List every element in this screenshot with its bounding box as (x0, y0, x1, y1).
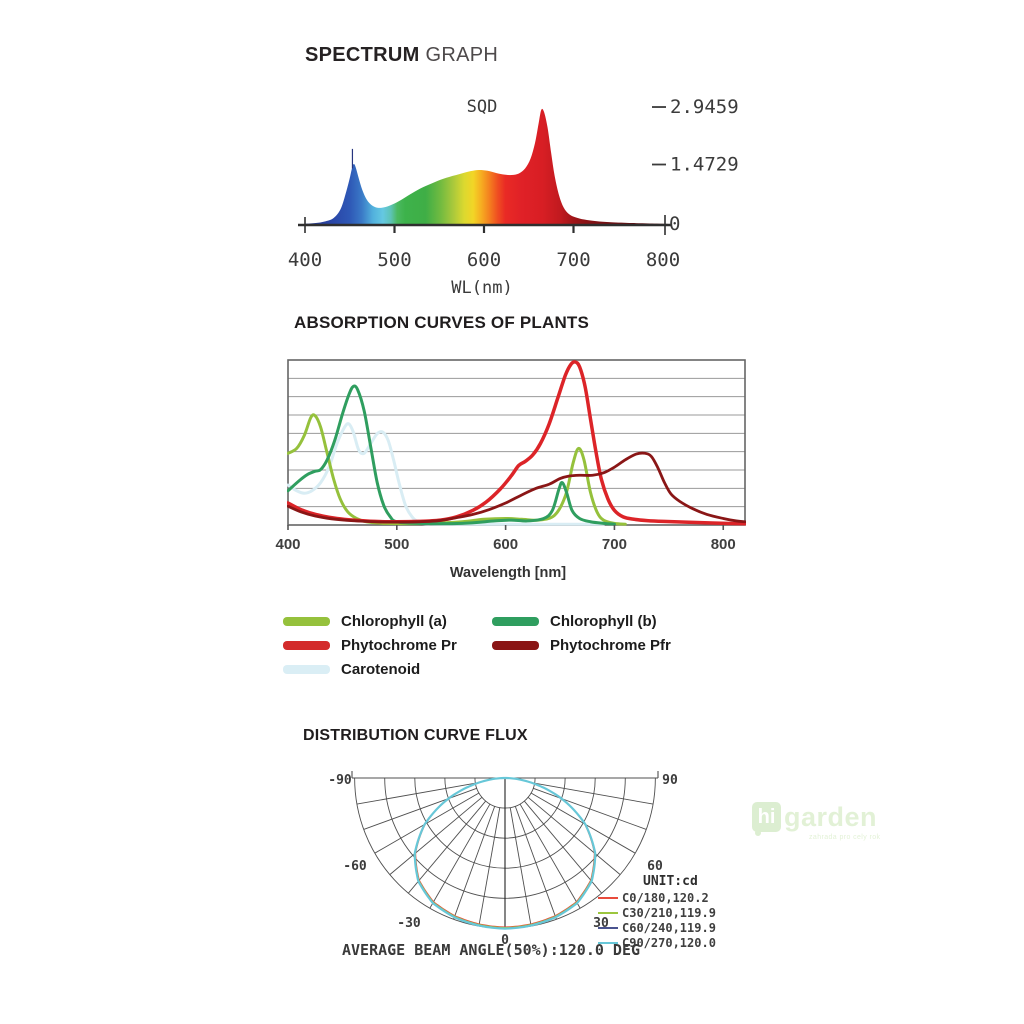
spectrum-title: SPECTRUM GRAPH (305, 44, 498, 67)
svg-text:-90: -90 (328, 773, 352, 788)
legend-row: Carotenoid (283, 657, 701, 681)
unit-label: UNIT:cd (643, 874, 698, 889)
svg-text:2.9459: 2.9459 (670, 96, 739, 118)
absorption-curves-svg: 400 500 600 700 800 Wavelength [nm] (275, 359, 746, 581)
svg-text:Wavelength [nm]: Wavelength [nm] (450, 565, 566, 581)
legend-label-phytochrome-pfr: Phytochrome Pfr (550, 636, 671, 654)
legend-text-c0: C0/180,120.2 (622, 890, 709, 905)
svg-text:700: 700 (556, 249, 590, 271)
svg-text:0: 0 (669, 213, 680, 235)
legend-row: Chlorophyll (a) Chlorophyll (b) (283, 609, 701, 633)
svg-text:60: 60 (647, 859, 663, 874)
svg-text:-30: -30 (397, 916, 421, 931)
svg-text:700: 700 (602, 536, 627, 553)
legend-entry-c30: C30/210,119.9 (598, 905, 716, 920)
svg-text:400: 400 (288, 249, 322, 271)
legend-line-c0 (598, 896, 618, 899)
absorption-legend: Chlorophyll (a) Chlorophyll (b) Phytochr… (283, 609, 701, 681)
legend-label-phytochrome-pr: Phytochrome Pr (341, 636, 457, 654)
spectrum-chart: 400 500 600 700 800 WL(nm) SQD 2.9459 1.4729 0 (280, 88, 750, 303)
distribution-polar-chart: -90 -60 -30 0 30 60 90 (320, 748, 720, 968)
higarden-watermark: hi garden zahrada pro cely rok (752, 802, 880, 841)
svg-text:0: 0 (501, 933, 509, 948)
legend-text-c30: C30/210,119.9 (622, 905, 716, 920)
svg-text:800: 800 (646, 249, 680, 271)
svg-text:90: 90 (662, 773, 678, 788)
legend-entry-c90: C90/270,120.0 (598, 935, 716, 950)
svg-text:-60: -60 (343, 859, 367, 874)
svg-text:600: 600 (493, 536, 518, 553)
brand-logo-icon: hi (752, 802, 781, 832)
legend-swatch-chlorophyll-b (492, 616, 539, 626)
spectrum-title-bold: SPECTRUM (305, 44, 420, 66)
legend-swatch-carotenoid (283, 664, 330, 674)
absorption-title: ABSORPTION CURVES OF PLANTS (294, 313, 590, 332)
brand-name: garden (784, 802, 878, 832)
svg-text:1.4729: 1.4729 (670, 154, 739, 176)
legend-text-c90: C90/270,120.0 (622, 935, 716, 950)
legend-label-chlorophyll-b: Chlorophyll (b) (550, 612, 657, 630)
brand-row: hi garden (752, 802, 880, 832)
legend-row: Phytochrome Pr Phytochrome Pfr (283, 633, 701, 657)
svg-text:400: 400 (275, 536, 300, 553)
legend-text-c60: C60/240,119.9 (622, 920, 716, 935)
legend-label-carotenoid: Carotenoid (341, 660, 421, 678)
absorption-curves-chart: 400 500 600 700 800 Wavelength [nm] (275, 350, 750, 585)
svg-text:500: 500 (377, 249, 411, 271)
legend-swatch-phytochrome-pr (283, 640, 330, 650)
legend-swatch-chlorophyll-a (283, 616, 330, 626)
legend-line-c60 (598, 926, 618, 929)
legend-swatch-phytochrome-pfr (492, 640, 539, 650)
legend-entry-c0: C0/180,120.2 (598, 890, 716, 905)
legend-entry-c60: C60/240,119.9 (598, 920, 716, 935)
average-beam-angle-text: AVERAGE BEAM ANGLE(50%):120.0 DEG (342, 941, 641, 959)
svg-text:500: 500 (384, 536, 409, 553)
svg-text:SQD: SQD (467, 97, 498, 117)
legend-line-c90 (598, 941, 618, 944)
svg-text:600: 600 (467, 249, 501, 271)
legend-line-c30 (598, 911, 618, 914)
distribution-title: DISTRIBUTION CURVE FLUX (303, 727, 528, 744)
distribution-legend: UNIT:cd C0/180,120.2 C30/210,119.9 C60/2… (598, 874, 716, 950)
spectrum-graph-svg: 400 500 600 700 800 WL(nm) SQD 2.9459 1.4729 0 (288, 96, 739, 298)
brand-tagline: zahrada pro cely rok (809, 834, 881, 841)
svg-text:800: 800 (711, 536, 736, 553)
svg-text:WL(nm): WL(nm) (451, 278, 512, 298)
legend-label-chlorophyll-a: Chlorophyll (a) (341, 612, 447, 630)
spectrum-title-rest: GRAPH (425, 44, 499, 66)
